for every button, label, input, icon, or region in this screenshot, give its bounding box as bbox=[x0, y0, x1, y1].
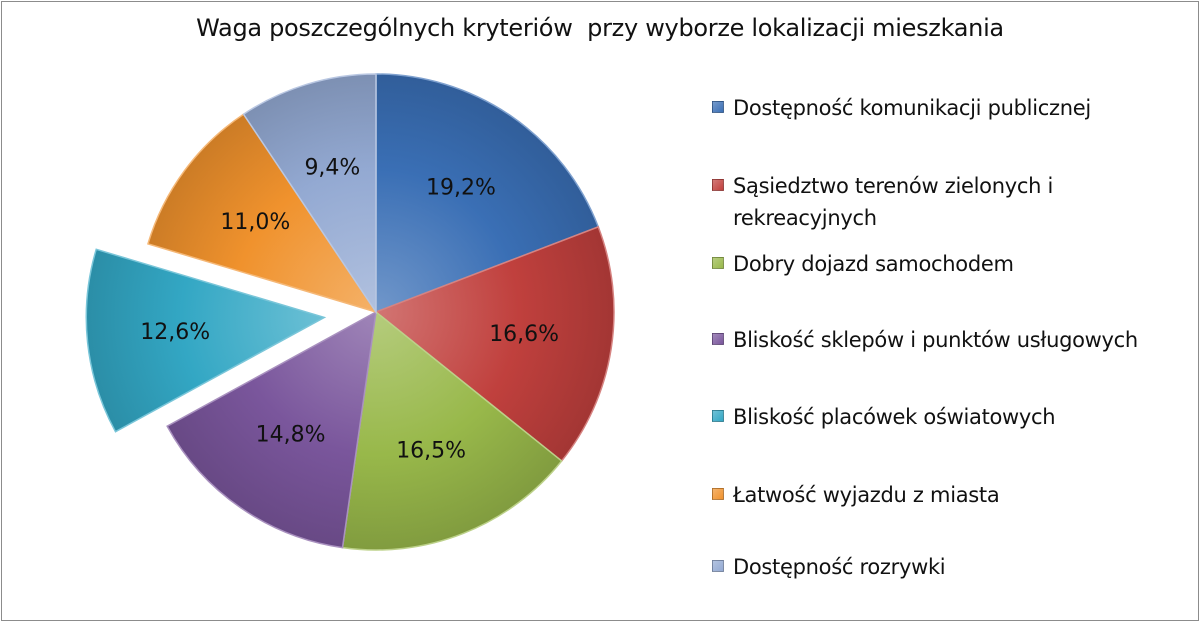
data-label-bliskosc-sklepow-i-punktow-uslugowych: 14,8% bbox=[256, 422, 326, 447]
data-label-dostepnosc-rozrywki: 9,4% bbox=[304, 156, 360, 181]
legend-item-dobry-dojazd-samochodem: Dobry dojazd samochodem bbox=[712, 248, 1182, 280]
legend-label: Bliskość sklepów i punktów usługowych bbox=[733, 328, 1138, 352]
legend-item-dostepnosc-rozrywki: Dostępność rozrywki bbox=[712, 551, 1182, 583]
pie-slice-dostepnosc-komunikacji-publicznej bbox=[375, 73, 600, 314]
legend-label: Dostępność komunikacji publicznej bbox=[733, 96, 1091, 120]
legend-item-bliskosc-sklepow-i-punktow-uslugowych: Bliskość sklepów i punktów usługowych bbox=[712, 324, 1182, 356]
legend-label: Dobry dojazd samochodem bbox=[733, 252, 1014, 276]
legend-swatch bbox=[712, 333, 724, 345]
data-label-dobry-dojazd-samochodem: 16,5% bbox=[396, 438, 466, 463]
pie-slice-bliskosc-placowek-oswiatowych bbox=[85, 248, 327, 433]
legend-swatch bbox=[712, 488, 724, 500]
legend-item-bliskosc-placowek-oswiatowych: Bliskość placówek oświatowych bbox=[712, 401, 1182, 433]
data-label-sasiedztwo-terenow-zielonych-i-rekreacyjnych: 16,6% bbox=[489, 322, 559, 347]
pie-slice-sasiedztwo-terenow-zielonych-i-rekreacyjnych bbox=[374, 225, 615, 463]
pie-slice-bliskosc-sklepow-i-punktow-uslugowych bbox=[166, 310, 377, 549]
chart-title: Waga poszczególnych kryteriów przy wybor… bbox=[196, 14, 1004, 42]
data-label-bliskosc-placowek-oswiatowych: 12,6% bbox=[140, 320, 210, 345]
legend-item-sasiedztwo-terenow-zielonych-i-rekreacyjnych: Sąsiedztwo terenów zielonych i rekreacyj… bbox=[712, 170, 1182, 234]
pie-slice-latwosc-wyjazdu-z-miasta bbox=[147, 113, 378, 314]
legend-swatch bbox=[712, 101, 724, 113]
legend-label: Sąsiedztwo terenów zielonych i rekreacyj… bbox=[733, 174, 1053, 230]
legend-swatch bbox=[712, 257, 724, 269]
legend-swatch bbox=[712, 179, 724, 191]
data-label-dostepnosc-komunikacji-publicznej: 19,2% bbox=[426, 175, 496, 200]
pie-slice-dobry-dojazd-samochodem bbox=[341, 310, 563, 551]
legend-label: Łatwość wyjazdu z miasta bbox=[733, 483, 1000, 507]
data-label-latwosc-wyjazdu-z-miasta: 11,0% bbox=[220, 210, 290, 235]
legend-label: Dostępność rozrywki bbox=[733, 555, 946, 579]
legend-item-latwosc-wyjazdu-z-miasta: Łatwość wyjazdu z miasta bbox=[712, 479, 1182, 511]
legend-swatch bbox=[712, 410, 724, 422]
legend-item-dostepnosc-komunikacji-publicznej: Dostępność komunikacji publicznej bbox=[712, 92, 1182, 124]
legend-swatch bbox=[712, 560, 724, 572]
pie-slice-dostepnosc-rozrywki bbox=[242, 73, 377, 315]
legend-label: Bliskość placówek oświatowych bbox=[733, 405, 1056, 429]
